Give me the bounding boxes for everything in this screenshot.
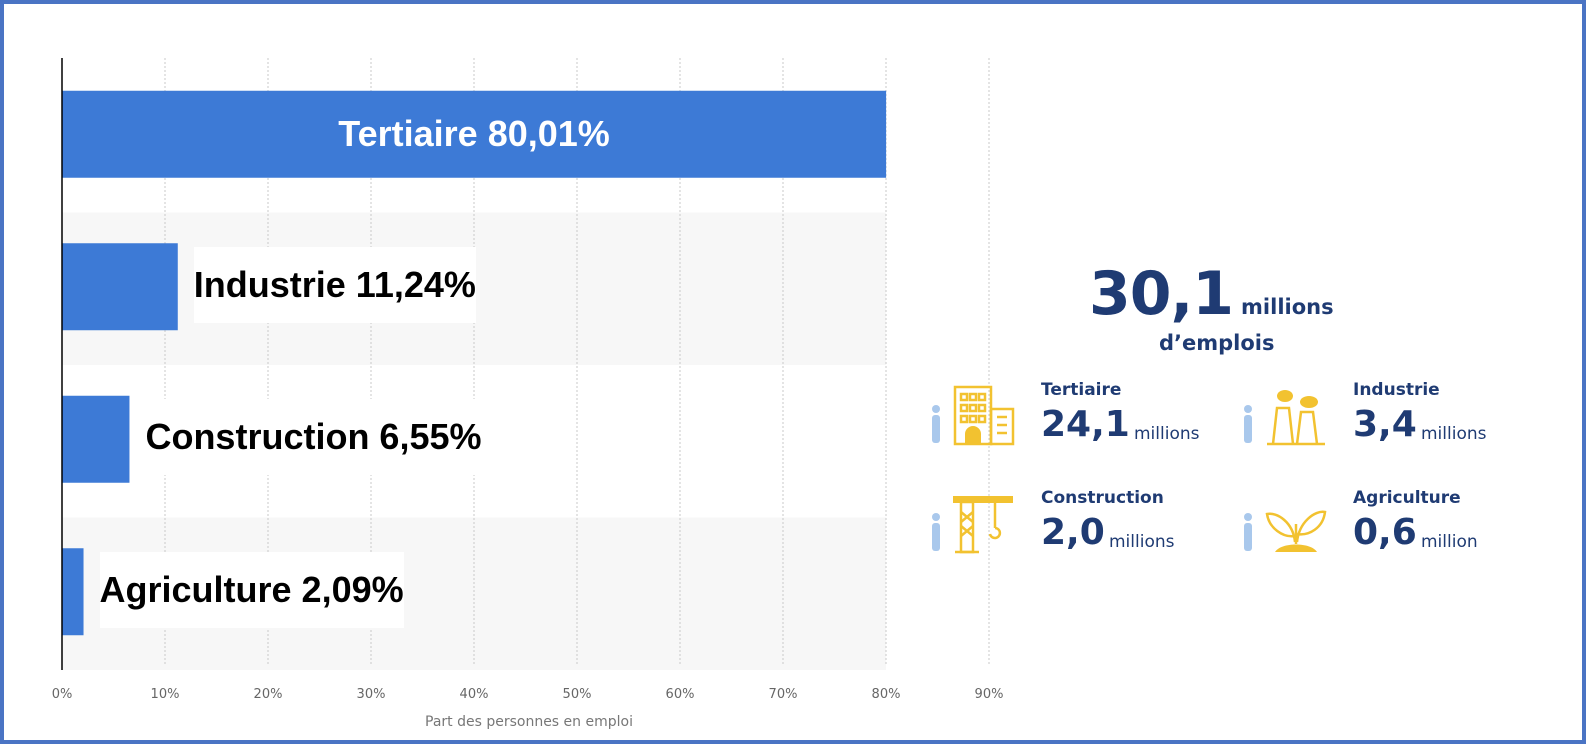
bar-label: Tertiaire 80,01% [338,113,610,155]
bar-chart: 0% 10% 20% 30% 40% 50% 60% 70% 80% 90% Part des pe… [52,58,1004,730]
bar-construction [62,395,130,483]
sector-value: 2,0 [1041,512,1105,553]
x-tick-label: 80% [872,687,901,702]
bar-label: Industrie 11,24% [193,246,476,323]
total-jobs-unit: millions [1241,295,1334,319]
factory-icon [1267,390,1325,446]
sector-name: Agriculture [1353,488,1461,508]
person-icon [1244,405,1252,443]
x-tick-label: 40% [460,687,489,702]
x-tick-label: 10% [151,687,180,702]
x-axis-title: Part des personnes en emploi [425,714,633,730]
person-icon [932,405,940,443]
sector-value: 0,6 [1353,512,1417,553]
bar-label: Agriculture 2,09% [99,551,404,628]
sector-value: 3,4 [1353,404,1417,445]
crane-icon [953,496,1013,554]
sector-construction: Construction 2,0 millions [929,488,1229,572]
sector-value: 24,1 [1041,404,1130,445]
x-tick-label: 60% [666,687,695,702]
sector-name: Industrie [1353,380,1440,400]
employment-infographic: 30,1 millions d’emplois Tertiaire 24,1 mi… [929,259,1549,589]
x-tick-label: 70% [769,687,798,702]
total-jobs: 30,1 millions [1089,259,1334,329]
total-jobs-value: 30,1 [1089,259,1234,329]
bar-tertiaire [62,90,887,178]
person-icon [1244,513,1252,551]
sector-unit: millions [1421,424,1487,444]
sector-name: Construction [1041,488,1164,508]
office-building-icon [953,385,1015,446]
sector-unit: millions [1109,532,1175,552]
x-tick-label: 50% [563,687,592,702]
x-tick-label: 90% [975,687,1004,702]
sector-unit: millions [1134,424,1200,444]
bar-agriculture [62,548,84,636]
sector-unit: million [1421,532,1478,552]
sector-name: Tertiaire [1041,380,1122,400]
x-tick-label: 20% [254,687,283,702]
person-icon [932,513,940,551]
sector-industrie: Industrie 3,4 millions [1241,380,1541,464]
bar-label: Construction 6,55% [145,399,482,476]
sector-agriculture: Agriculture 0,6 million [1241,488,1541,572]
sector-tertiaire: Tertiaire 24,1 millions [929,380,1229,464]
bar-industrie [62,243,178,331]
x-tick-label: 30% [357,687,386,702]
x-tick-label: 0% [52,687,73,702]
total-jobs-subtitle: d’emplois [1159,331,1275,355]
sprout-icon [1265,510,1327,552]
